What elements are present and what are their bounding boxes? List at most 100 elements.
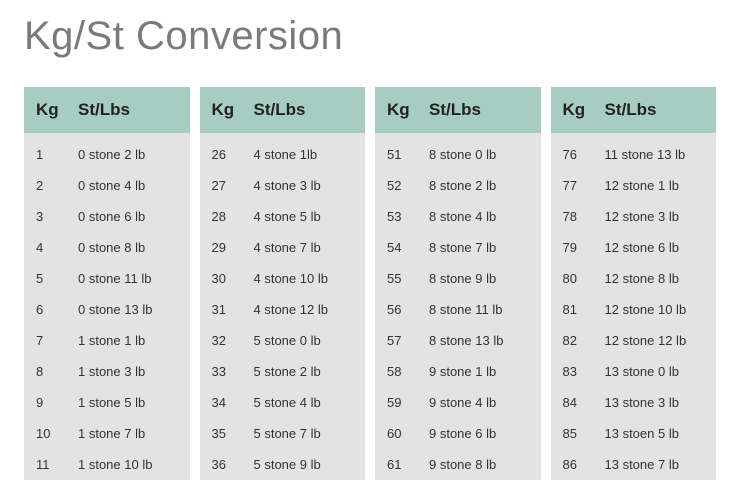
cell-kg: 32: [212, 333, 254, 348]
table-row: 40 stone 8 lb: [24, 232, 190, 263]
cell-kg: 31: [212, 302, 254, 317]
cell-stlbs: 0 stone 8 lb: [78, 240, 180, 255]
cell-kg: 82: [563, 333, 605, 348]
cell-stlbs: 8 stone 0 lb: [429, 147, 531, 162]
column-rows: 264 stone 1lb274 stone 3 lb284 stone 5 l…: [200, 133, 366, 480]
cell-stlbs: 4 stone 5 lb: [254, 209, 356, 224]
cell-kg: 6: [36, 302, 78, 317]
table-row: 609 stone 6 lb: [375, 418, 541, 449]
cell-stlbs: 0 stone 6 lb: [78, 209, 180, 224]
cell-kg: 36: [212, 457, 254, 472]
header-kg: Kg: [212, 100, 254, 120]
header-kg: Kg: [563, 100, 605, 120]
cell-kg: 60: [387, 426, 429, 441]
table-row: 8112 stone 10 lb: [551, 294, 717, 325]
table-row: 325 stone 0 lb: [200, 325, 366, 356]
cell-kg: 9: [36, 395, 78, 410]
cell-stlbs: 4 stone 1lb: [254, 147, 356, 162]
table-row: 518 stone 0 lb: [375, 139, 541, 170]
cell-kg: 78: [563, 209, 605, 224]
cell-kg: 81: [563, 302, 605, 317]
cell-stlbs: 13 stone 7 lb: [605, 457, 707, 472]
cell-kg: 1: [36, 147, 78, 162]
cell-kg: 79: [563, 240, 605, 255]
cell-kg: 80: [563, 271, 605, 286]
column-header: KgSt/Lbs: [200, 87, 366, 133]
cell-kg: 34: [212, 395, 254, 410]
cell-kg: 52: [387, 178, 429, 193]
cell-stlbs: 12 stone 3 lb: [605, 209, 707, 224]
table-row: 8212 stone 12 lb: [551, 325, 717, 356]
cell-stlbs: 0 stone 11 lb: [78, 271, 180, 286]
page-title: Kg/St Conversion: [24, 14, 716, 59]
table-row: 599 stone 4 lb: [375, 387, 541, 418]
column-rows: 10 stone 2 lb20 stone 4 lb30 stone 6 lb4…: [24, 133, 190, 480]
cell-kg: 29: [212, 240, 254, 255]
cell-stlbs: 0 stone 4 lb: [78, 178, 180, 193]
cell-kg: 2: [36, 178, 78, 193]
table-row: 335 stone 2 lb: [200, 356, 366, 387]
cell-stlbs: 13 stoen 5 lb: [605, 426, 707, 441]
cell-kg: 33: [212, 364, 254, 379]
table-row: 7712 stone 1 lb: [551, 170, 717, 201]
conversion-column: KgSt/Lbs7611 stone 13 lb7712 stone 1 lb7…: [551, 87, 717, 480]
cell-stlbs: 11 stone 13 lb: [605, 147, 707, 162]
cell-kg: 86: [563, 457, 605, 472]
table-row: 314 stone 12 lb: [200, 294, 366, 325]
cell-kg: 4: [36, 240, 78, 255]
cell-kg: 28: [212, 209, 254, 224]
cell-kg: 53: [387, 209, 429, 224]
header-stlbs: St/Lbs: [605, 100, 707, 120]
cell-stlbs: 1 stone 1 lb: [78, 333, 180, 348]
column-rows: 518 stone 0 lb528 stone 2 lb538 stone 4 …: [375, 133, 541, 480]
conversion-column: KgSt/Lbs10 stone 2 lb20 stone 4 lb30 sto…: [24, 87, 190, 480]
table-row: 30 stone 6 lb: [24, 201, 190, 232]
column-header: KgSt/Lbs: [551, 87, 717, 133]
page: Kg/St Conversion KgSt/Lbs10 stone 2 lb20…: [0, 0, 740, 480]
table-row: 91 stone 5 lb: [24, 387, 190, 418]
table-row: 345 stone 4 lb: [200, 387, 366, 418]
header-kg: Kg: [36, 100, 78, 120]
cell-kg: 83: [563, 364, 605, 379]
table-row: 8012 stone 8 lb: [551, 263, 717, 294]
cell-stlbs: 0 stone 13 lb: [78, 302, 180, 317]
cell-kg: 3: [36, 209, 78, 224]
conversion-column: KgSt/Lbs264 stone 1lb274 stone 3 lb284 s…: [200, 87, 366, 480]
table-row: 548 stone 7 lb: [375, 232, 541, 263]
cell-kg: 8: [36, 364, 78, 379]
table-row: 81 stone 3 lb: [24, 356, 190, 387]
table-row: 71 stone 1 lb: [24, 325, 190, 356]
cell-kg: 7: [36, 333, 78, 348]
column-header: KgSt/Lbs: [375, 87, 541, 133]
table-row: 619 stone 8 lb: [375, 449, 541, 480]
table-row: 8413 stone 3 lb: [551, 387, 717, 418]
table-row: 111 stone 10 lb: [24, 449, 190, 480]
cell-stlbs: 8 stone 11 lb: [429, 302, 531, 317]
table-row: 8613 stone 7 lb: [551, 449, 717, 480]
cell-kg: 61: [387, 457, 429, 472]
table-row: 264 stone 1lb: [200, 139, 366, 170]
cell-kg: 59: [387, 395, 429, 410]
header-kg: Kg: [387, 100, 429, 120]
cell-stlbs: 0 stone 2 lb: [78, 147, 180, 162]
cell-stlbs: 8 stone 9 lb: [429, 271, 531, 286]
cell-kg: 26: [212, 147, 254, 162]
table-row: 8513 stoen 5 lb: [551, 418, 717, 449]
table-row: 60 stone 13 lb: [24, 294, 190, 325]
table-row: 7611 stone 13 lb: [551, 139, 717, 170]
cell-stlbs: 8 stone 13 lb: [429, 333, 531, 348]
cell-stlbs: 9 stone 8 lb: [429, 457, 531, 472]
cell-kg: 84: [563, 395, 605, 410]
cell-stlbs: 5 stone 0 lb: [254, 333, 356, 348]
cell-stlbs: 1 stone 10 lb: [78, 457, 180, 472]
cell-stlbs: 8 stone 7 lb: [429, 240, 531, 255]
header-stlbs: St/Lbs: [78, 100, 180, 120]
cell-stlbs: 4 stone 7 lb: [254, 240, 356, 255]
table-row: 7912 stone 6 lb: [551, 232, 717, 263]
cell-stlbs: 13 stone 0 lb: [605, 364, 707, 379]
cell-kg: 77: [563, 178, 605, 193]
header-stlbs: St/Lbs: [429, 100, 531, 120]
table-row: 538 stone 4 lb: [375, 201, 541, 232]
column-header: KgSt/Lbs: [24, 87, 190, 133]
cell-stlbs: 5 stone 2 lb: [254, 364, 356, 379]
